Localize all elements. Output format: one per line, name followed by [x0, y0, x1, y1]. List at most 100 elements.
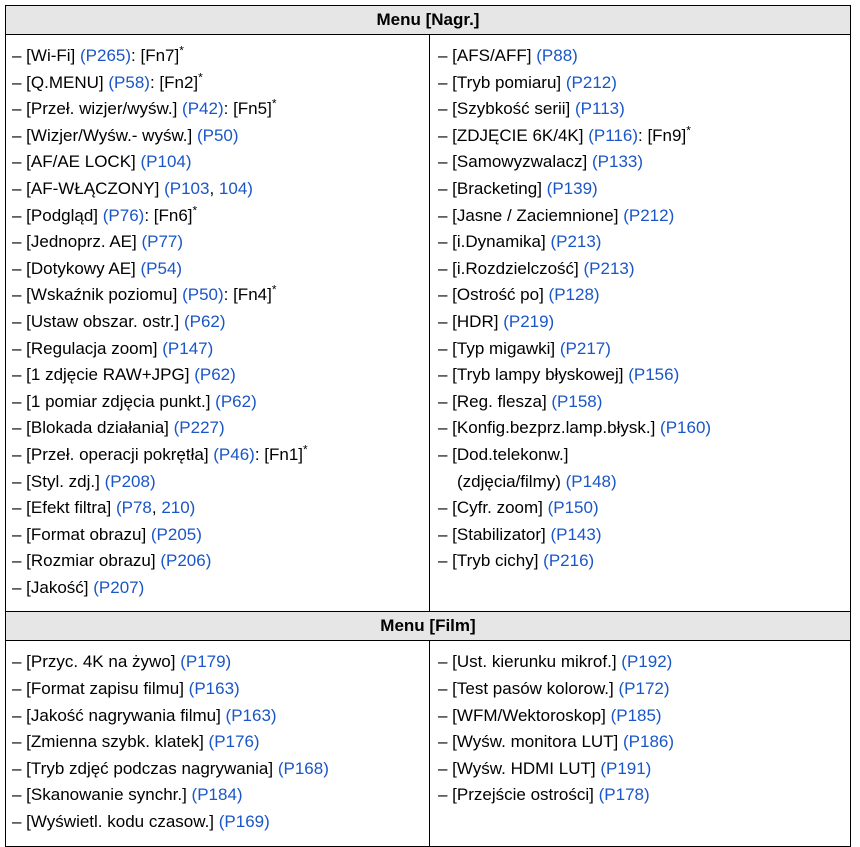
page-link[interactable]: (P212) — [623, 205, 675, 225]
menu-item: – [Ust. kierunku mikrof.] (P192) — [438, 649, 850, 676]
page-link[interactable]: (P77) — [141, 232, 184, 252]
page-link[interactable]: 104) — [218, 178, 253, 198]
page-link[interactable]: (P205) — [150, 524, 202, 544]
menu-item: – [Cyfr. zoom] (P150) — [438, 495, 850, 522]
page-link[interactable]: (P62) — [183, 311, 226, 331]
page-link[interactable]: (P50) — [196, 125, 239, 145]
page-link[interactable]: (P207) — [93, 577, 145, 597]
page-link[interactable]: (P179) — [180, 652, 232, 672]
page-link[interactable]: (P216) — [543, 551, 595, 571]
menu-item: – [AFS/AFF] (P88) — [438, 43, 850, 70]
item-text: – [Wyśw. HDMI LUT] — [438, 758, 601, 778]
page-link[interactable]: (P147) — [162, 338, 214, 358]
item-text: – [Styl. zdj.] — [12, 471, 105, 491]
page-link[interactable]: (P172) — [618, 679, 670, 699]
item-text: : [Fn5] — [223, 99, 272, 119]
item-text: – [Przyc. 4K na żywo] — [12, 652, 181, 672]
item-text: : [Fn1] — [254, 444, 304, 464]
page-link[interactable]: (P133) — [592, 152, 644, 172]
item-text: – [Tryb pomiaru] — [438, 72, 566, 92]
page-link[interactable]: (P163) — [188, 679, 240, 699]
menu-item: (zdjęcia/filmy) (P148) — [438, 469, 850, 496]
item-text: – [Podgląd] — [12, 205, 103, 225]
page-link[interactable]: (P128) — [548, 285, 600, 305]
page-link[interactable]: (P76) — [102, 205, 145, 225]
item-text: – [Jakość] — [12, 577, 94, 597]
page-link[interactable]: (P176) — [208, 732, 260, 752]
page-link[interactable]: (P42) — [182, 99, 224, 119]
page-link[interactable]: (P265) — [80, 46, 132, 65]
item-text: – [Ust. kierunku mikrof.] — [438, 652, 622, 672]
item-text: – [Konfig.bezprz.lamp.błysk.] — [438, 418, 661, 438]
menu-item: – [Q.MENU] (P58): [Fn2]* — [12, 70, 429, 97]
menu-item: – [Rozmiar obrazu] (P206) — [12, 548, 429, 575]
item-text: , — [151, 498, 162, 518]
page-link[interactable]: (P50) — [182, 285, 224, 305]
item-text: – [Reg. flesza] — [438, 391, 552, 411]
page-link[interactable]: (P150) — [547, 498, 599, 518]
page-link[interactable]: (P158) — [551, 391, 603, 411]
menu-item: – [Samowyzwalacz] (P133) — [438, 149, 850, 176]
menu-item: – [Wyśw. monitora LUT] (P186) — [438, 729, 850, 756]
page-link[interactable]: (P208) — [104, 471, 156, 491]
item-text: – [Jakość nagrywania filmu] — [12, 705, 226, 725]
item-text: – [Format obrazu] — [12, 524, 151, 544]
page-link[interactable]: (P227) — [173, 418, 225, 438]
item-text: – [Format zapisu filmu] — [12, 679, 189, 699]
page-link[interactable]: (P169) — [218, 812, 270, 832]
page-link[interactable]: (P160) — [660, 418, 712, 438]
page-link[interactable]: (P219) — [503, 311, 555, 331]
menu-item: – [Stabilizator] (P143) — [438, 522, 850, 549]
menu-item: – [Wizjer/Wyśw.- wyśw.] (P50) — [12, 123, 429, 150]
page-link[interactable]: (P54) — [140, 258, 183, 278]
item-text: : [Fn6] — [144, 205, 193, 225]
page-link[interactable]: (P217) — [559, 338, 611, 358]
menu-item: – [Efekt filtra] (P78, 210) — [12, 495, 429, 522]
menu-item: – [Konfig.bezprz.lamp.błysk.] (P160) — [438, 415, 850, 442]
page-link[interactable]: (P184) — [191, 785, 243, 805]
page-link[interactable]: (P148) — [565, 471, 617, 491]
menu-item: – [HDR] (P219) — [438, 309, 850, 336]
page-link[interactable]: (P192) — [621, 652, 673, 672]
page-link[interactable]: (P143) — [550, 524, 602, 544]
page-link[interactable]: (P46) — [213, 444, 255, 464]
item-text: – [AFS/AFF] — [438, 46, 537, 65]
page-link[interactable]: 210) — [161, 498, 196, 518]
page-link[interactable]: (P213) — [550, 232, 602, 252]
page-link[interactable]: (P163) — [225, 705, 277, 725]
page-link[interactable]: (P88) — [536, 46, 578, 65]
item-text: – [Rozmiar obrazu] — [12, 551, 161, 571]
menu-item: – [Reg. flesza] (P158) — [438, 389, 850, 416]
item-text: – [Jednoprz. AE] — [12, 232, 142, 252]
page-link[interactable]: (P62) — [215, 391, 257, 411]
page-link[interactable]: (P191) — [600, 758, 652, 778]
page-link[interactable]: (P185) — [610, 705, 662, 725]
item-text: – [Samowyzwalacz] — [438, 152, 592, 172]
section-body: – [Wi-Fi] (P265): [Fn7]* – [Q.MENU] (P58)… — [6, 35, 850, 613]
page-link[interactable]: (P139) — [546, 178, 598, 198]
item-text: – [Wizjer/Wyśw.- wyśw.] — [12, 125, 197, 145]
item-text: : [Fn9] — [638, 125, 687, 145]
page-link[interactable]: (P168) — [277, 758, 329, 778]
page-link[interactable]: (P206) — [160, 551, 212, 571]
page-link[interactable]: (P104) — [140, 152, 192, 172]
page-link[interactable]: (P178) — [598, 785, 650, 805]
page-link[interactable]: (P62) — [194, 365, 236, 385]
page-link[interactable]: (P156) — [628, 365, 680, 385]
item-text: – [Typ migawki] — [438, 338, 560, 358]
page-link[interactable]: (P212) — [565, 72, 617, 92]
footnote-marker: * — [192, 202, 198, 217]
page-link[interactable]: (P186) — [623, 732, 675, 752]
page-link[interactable]: (P103 — [164, 178, 210, 198]
page-link[interactable]: (P78 — [115, 498, 152, 518]
item-text: – [Dotykowy AE] — [12, 258, 141, 278]
page-link[interactable]: (P116) — [588, 125, 638, 145]
page-link[interactable]: (P113) — [575, 99, 625, 119]
menu-item: – [Test pasów kolorow.] (P172) — [438, 676, 850, 703]
left-column: – [Wi-Fi] (P265): [Fn7]* – [Q.MENU] (P58)… — [6, 35, 430, 612]
item-text: – [Tryb lampy błyskowej] — [438, 365, 629, 385]
menu-item: – [Tryb zdjęć podczas nagrywania] (P168) — [12, 756, 429, 783]
page-link[interactable]: (P213) — [583, 258, 635, 278]
page-link[interactable]: (P58) — [108, 72, 150, 92]
item-text: – [Ostrość po] — [438, 285, 549, 305]
